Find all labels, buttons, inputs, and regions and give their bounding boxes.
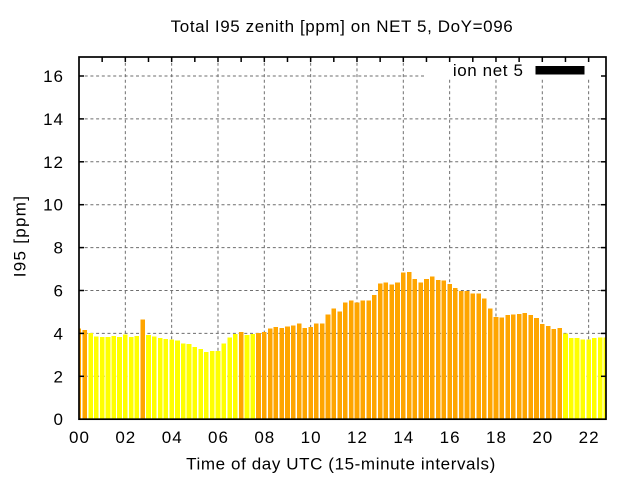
- svg-text:12: 12: [43, 153, 64, 172]
- svg-text:2: 2: [54, 367, 64, 386]
- svg-text:20: 20: [532, 428, 553, 447]
- svg-text:8: 8: [54, 239, 64, 258]
- svg-text:10: 10: [43, 196, 64, 215]
- svg-text:22: 22: [579, 428, 600, 447]
- svg-text:10: 10: [301, 428, 322, 447]
- svg-text:16: 16: [43, 67, 64, 86]
- svg-text:00: 00: [69, 428, 90, 447]
- svg-text:I95 [ppm]: I95 [ppm]: [11, 195, 30, 278]
- svg-text:ion net 5: ion net 5: [453, 61, 524, 80]
- svg-text:14: 14: [43, 110, 64, 129]
- svg-text:06: 06: [208, 428, 229, 447]
- svg-text:16: 16: [440, 428, 461, 447]
- svg-text:Total I95 zenith [ppm] on NET: Total I95 zenith [ppm] on NET 5, DoY=096: [171, 17, 514, 36]
- svg-text:0: 0: [54, 410, 64, 429]
- svg-text:18: 18: [486, 428, 507, 447]
- svg-text:14: 14: [393, 428, 414, 447]
- svg-text:4: 4: [54, 324, 64, 343]
- svg-text:Time of day UTC (15-minute int: Time of day UTC (15-minute intervals): [186, 455, 496, 474]
- svg-text:12: 12: [347, 428, 368, 447]
- svg-text:02: 02: [115, 428, 136, 447]
- svg-text:08: 08: [254, 428, 275, 447]
- svg-text:04: 04: [162, 428, 183, 447]
- svg-text:6: 6: [54, 282, 64, 301]
